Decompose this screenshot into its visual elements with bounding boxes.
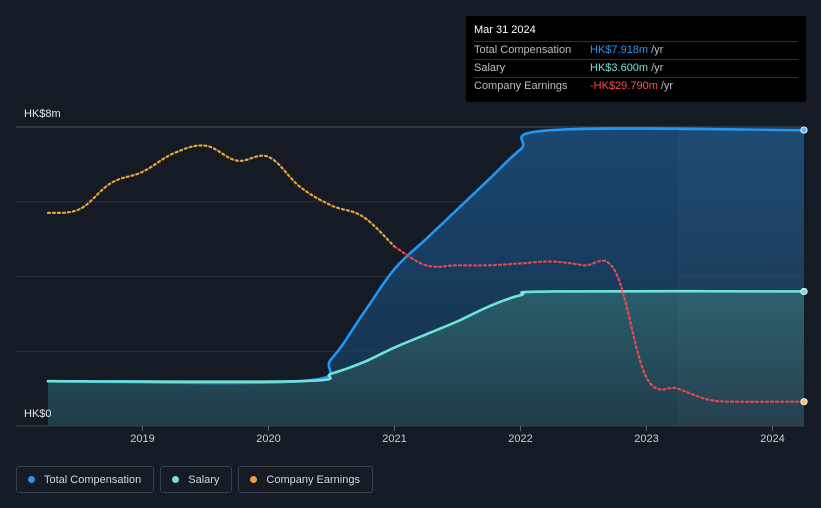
total-compensation-end-marker <box>800 126 808 134</box>
x-tick-label: 2022 <box>508 433 532 445</box>
legend-label: Total Compensation <box>44 473 142 486</box>
x-tick-label: 2020 <box>256 433 280 445</box>
company-earnings-line-positive <box>46 144 396 248</box>
tooltip: Mar 31 2024 Total Compensation HK$7.918m… <box>466 16 806 102</box>
company-earnings-end-marker <box>800 398 808 406</box>
legend: Total Compensation Salary Company Earnin… <box>16 466 373 493</box>
legend-salary[interactable]: Salary <box>160 466 233 493</box>
x-tick-label: 2019 <box>130 433 154 445</box>
salary-area <box>48 291 804 426</box>
legend-dot-icon <box>28 476 35 483</box>
tooltip-value: HK$7.918m <box>590 44 649 56</box>
x-tick-label: 2023 <box>634 433 658 445</box>
tooltip-row-total: Total Compensation HK$7.918m /yr <box>474 42 798 60</box>
salary-end-marker <box>800 287 808 296</box>
legend-dot-icon <box>172 476 180 483</box>
tooltip-label: Salary <box>474 62 506 74</box>
x-axis-ticks: 2019 2020 2021 2022 2023 2024 <box>16 425 804 445</box>
tooltip-value: -HK$29.790m <box>590 80 658 92</box>
legend-label: Salary <box>188 473 220 486</box>
legend-company-earnings[interactable]: Company Earnings <box>238 466 373 493</box>
tooltip-row-earnings: Company Earnings -HK$29.790m /yr <box>474 78 798 95</box>
y-axis-bottom-label: HK$0 <box>24 408 52 420</box>
tooltip-unit: /yr <box>651 44 664 56</box>
tooltip-unit: /yr <box>651 62 664 74</box>
forecast-shade <box>678 127 804 426</box>
salary-line <box>46 289 806 384</box>
line-layer <box>46 126 808 406</box>
tooltip-value: HK$3.600m <box>590 62 649 74</box>
tooltip-row-salary: Salary HK$3.600m /yr <box>474 60 798 78</box>
tooltip-unit: /yr <box>660 80 674 92</box>
compensation-chart: 2019 2020 2021 2022 2023 2024 <box>16 126 808 445</box>
legend-label: Company Earnings <box>266 473 360 486</box>
tooltip-date: Mar 31 2024 <box>474 22 798 42</box>
x-tick-label: 2024 <box>760 433 784 445</box>
y-axis-top-label: HK$8m <box>24 108 61 120</box>
legend-total-compensation[interactable]: Total Compensation <box>16 466 155 493</box>
company-earnings-line-negative <box>393 245 806 403</box>
area-layer <box>48 128 804 426</box>
x-tick-label: 2021 <box>382 433 406 445</box>
tooltip-label: Total Compensation <box>474 44 572 56</box>
legend-dot-icon <box>250 476 258 483</box>
tooltip-label: Company Earnings <box>474 80 568 92</box>
